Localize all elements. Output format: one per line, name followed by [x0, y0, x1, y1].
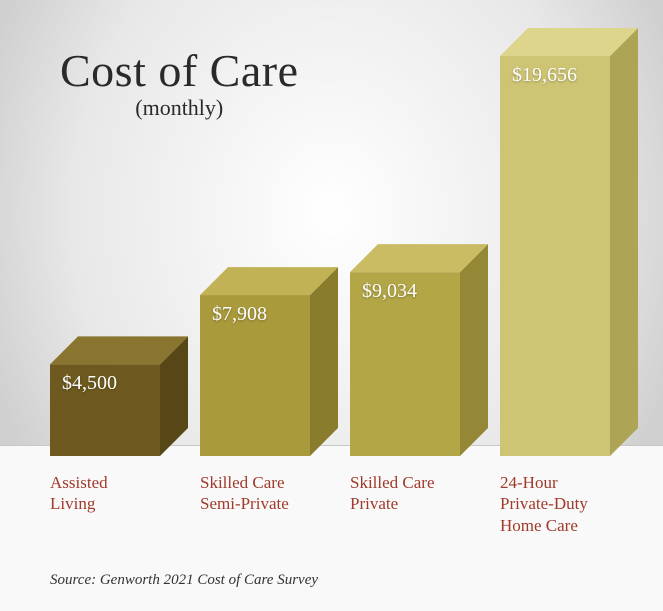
bar-value-0: $4,500	[62, 372, 117, 395]
bar-value-3: $19,656	[512, 64, 577, 87]
bar-category-line: Living	[50, 493, 108, 514]
bar-side-2	[460, 244, 488, 456]
bar-category-line: Home Care	[500, 515, 588, 536]
bar-category-2: Skilled CarePrivate	[350, 472, 435, 515]
bar-value-2: $9,034	[362, 280, 417, 303]
bar-category-3: 24-HourPrivate-DutyHome Care	[500, 472, 588, 536]
bar-side-1	[310, 267, 338, 456]
bar-value-1: $7,908	[212, 303, 267, 326]
bar-category-line: Skilled Care	[200, 472, 289, 493]
bar-category-1: Skilled CareSemi-Private	[200, 472, 289, 515]
bar-category-line: Private-Duty	[500, 493, 588, 514]
bar-category-line: Semi-Private	[200, 493, 289, 514]
bar-category-line: Private	[350, 493, 435, 514]
bar-category-0: AssistedLiving	[50, 472, 108, 515]
bar-category-line: Assisted	[50, 472, 108, 493]
bar-front-3	[500, 56, 610, 456]
bar-category-line: Skilled Care	[350, 472, 435, 493]
bar-category-line: 24-Hour	[500, 472, 588, 493]
bar-side-3	[610, 28, 638, 456]
chart-source: Source: Genworth 2021 Cost of Care Surve…	[50, 572, 318, 589]
